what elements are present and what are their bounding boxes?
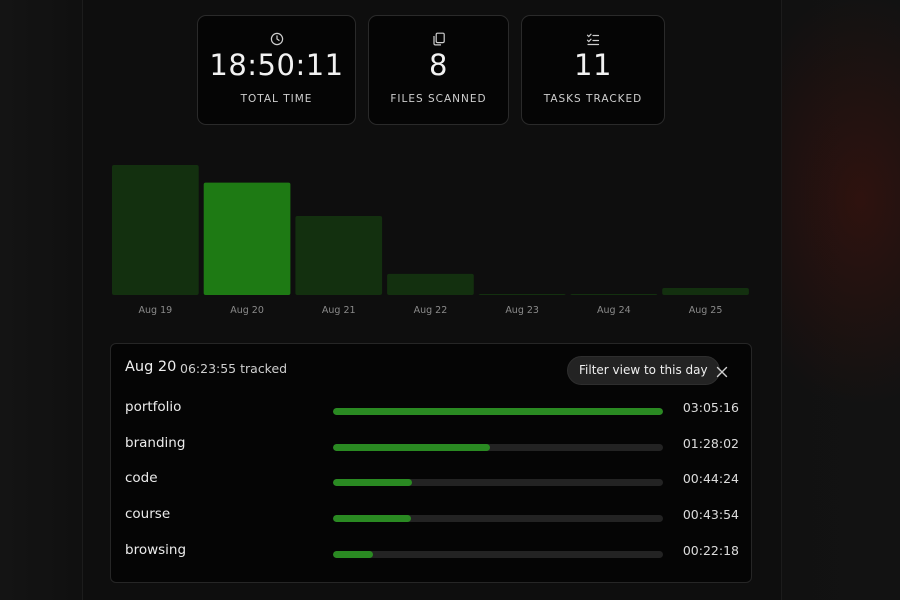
stat-card-tasks-tracked: 11 TASKS TRACKED xyxy=(521,15,665,125)
chart-tick-label: Aug 19 xyxy=(139,305,173,316)
checklist-icon xyxy=(522,32,664,46)
project-progress-fill xyxy=(333,515,411,522)
clock-icon xyxy=(198,32,355,46)
project-progress-track xyxy=(333,408,663,415)
project-duration: 01:28:02 xyxy=(682,436,739,451)
project-name: portfolio xyxy=(125,399,182,415)
project-progress-fill xyxy=(333,479,413,486)
chart-bar-aug-22[interactable] xyxy=(387,273,474,295)
project-row[interactable]: course 00:43:54 xyxy=(111,506,753,530)
stat-card-total-time: 18:50:11 TOTAL TIME xyxy=(197,15,356,125)
detail-date: Aug 20 xyxy=(125,359,177,375)
chart-tick-label: Aug 21 xyxy=(322,305,356,316)
stat-value: 11 xyxy=(574,48,612,82)
daily-time-bar-chart[interactable]: Aug 19 Aug 20 Aug 21 Aug 22 Aug 23 Aug 24 Aug … xyxy=(110,155,752,325)
filter-view-button[interactable]: Filter view to this day xyxy=(567,356,720,385)
chart-tick-label: Aug 25 xyxy=(689,305,723,316)
chart-bar-aug-24[interactable] xyxy=(570,294,658,295)
project-progress-fill xyxy=(333,444,490,451)
chart-bar-aug-23[interactable] xyxy=(478,294,566,295)
project-progress-track xyxy=(333,551,663,558)
stat-label: TASKS TRACKED xyxy=(543,93,643,105)
stat-value: 8 xyxy=(429,48,448,82)
project-row[interactable]: portfolio 03:05:16 xyxy=(111,399,753,423)
files-icon xyxy=(369,32,508,46)
project-progress-track xyxy=(333,444,663,451)
chart-tick-label: Aug 20 xyxy=(230,305,264,316)
project-progress-fill xyxy=(333,408,663,415)
chart-tick-label: Aug 24 xyxy=(597,305,631,316)
project-name: course xyxy=(125,506,171,522)
stat-label: FILES SCANNED xyxy=(390,93,487,105)
stat-value: 18:50:11 xyxy=(209,48,344,82)
project-duration: 03:05:16 xyxy=(682,400,739,415)
project-progress-track xyxy=(333,515,663,522)
chart-bar-aug-25[interactable] xyxy=(662,287,749,295)
project-duration: 00:22:18 xyxy=(682,543,739,558)
project-row[interactable]: branding 01:28:02 xyxy=(111,435,753,459)
stat-label: TOTAL TIME xyxy=(240,93,313,105)
project-name: branding xyxy=(125,435,186,451)
close-icon[interactable] xyxy=(711,361,733,383)
project-row[interactable]: code 00:44:24 xyxy=(111,470,753,494)
project-duration: 00:43:54 xyxy=(682,507,739,522)
chart-bar-aug-20[interactable] xyxy=(203,182,291,295)
day-detail-card: Aug 20 06:23:55 tracked Filter view to t… xyxy=(110,343,752,583)
stat-card-files-scanned: 8 FILES SCANNED xyxy=(368,15,509,125)
project-progress-fill xyxy=(333,551,373,558)
project-row[interactable]: browsing 00:22:18 xyxy=(111,542,753,566)
project-progress-track xyxy=(333,479,663,486)
chart-tick-label: Aug 23 xyxy=(505,305,539,316)
project-name: code xyxy=(125,470,158,486)
chart-tick-label: Aug 22 xyxy=(414,305,448,316)
project-name: browsing xyxy=(125,542,187,558)
detail-tracked-time: 06:23:55 tracked xyxy=(180,361,288,376)
chart-bar-aug-21[interactable] xyxy=(295,215,383,295)
project-duration: 00:44:24 xyxy=(682,471,739,486)
chart-bar-aug-19[interactable] xyxy=(112,165,199,295)
